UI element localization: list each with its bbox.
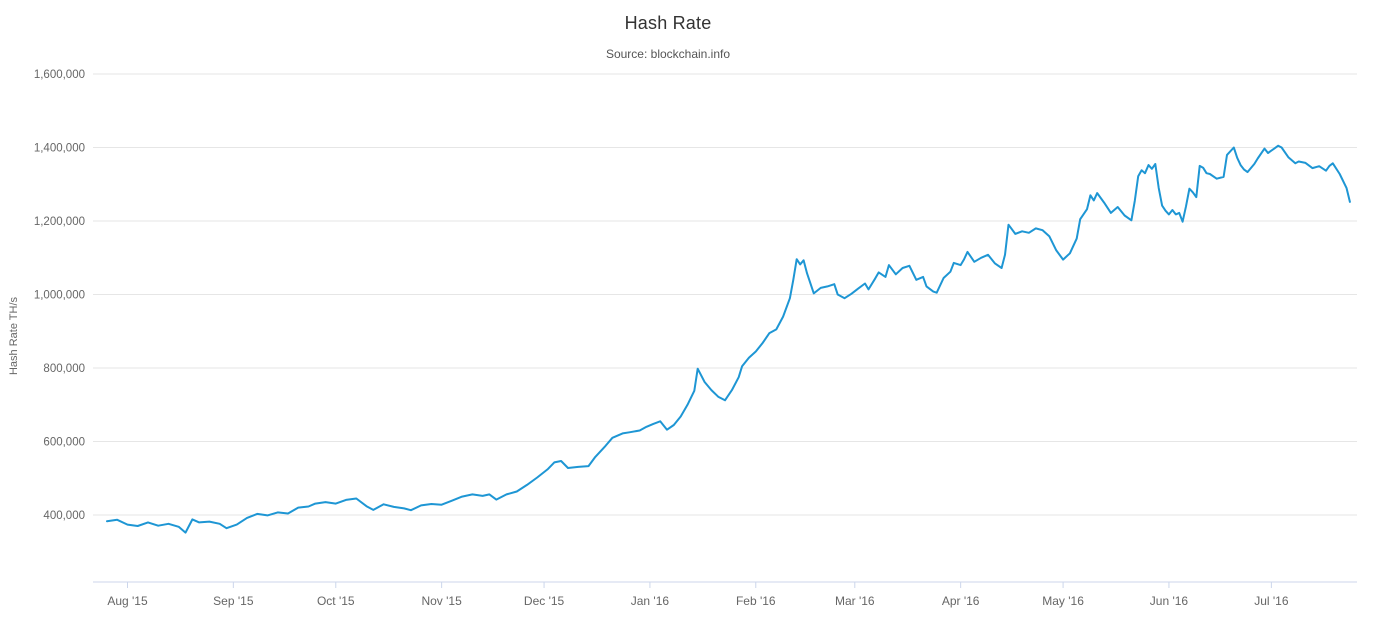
- x-axis-label: Nov '15: [421, 594, 462, 608]
- x-axis-label: May '16: [1042, 594, 1084, 608]
- x-axis-label: Apr '16: [942, 594, 980, 608]
- y-axis-label: 1,200,000: [34, 216, 85, 228]
- y-axis-label: 1,000,000: [34, 290, 85, 302]
- y-axis-title: Hash Rate TH/s: [8, 296, 20, 376]
- x-axis-label: Jul '16: [1254, 594, 1289, 608]
- y-axis-label: 600,000: [43, 437, 85, 449]
- chart-title: Hash Rate: [624, 13, 712, 33]
- chart-subtitle: Source: blockchain.info: [605, 47, 731, 61]
- x-axis-label: Jan '16: [631, 594, 670, 608]
- x-axis-label: Dec '15: [524, 594, 565, 608]
- y-axis-label: 400,000: [43, 510, 85, 522]
- x-axis-label: Aug '15: [107, 594, 148, 608]
- x-axis-label: Oct '15: [317, 594, 355, 608]
- x-axis-label: Jun '16: [1150, 594, 1189, 608]
- hash-rate-line-series[interactable]: [106, 144, 1351, 534]
- y-axis-label: 1,400,000: [34, 143, 85, 155]
- y-axis-label: 1,600,000: [34, 69, 85, 81]
- x-axis-label: Sep '15: [213, 594, 254, 608]
- y-axis-label: 800,000: [43, 363, 85, 375]
- x-axis-label: Feb '16: [736, 594, 776, 608]
- x-axis-label: Mar '16: [835, 594, 875, 608]
